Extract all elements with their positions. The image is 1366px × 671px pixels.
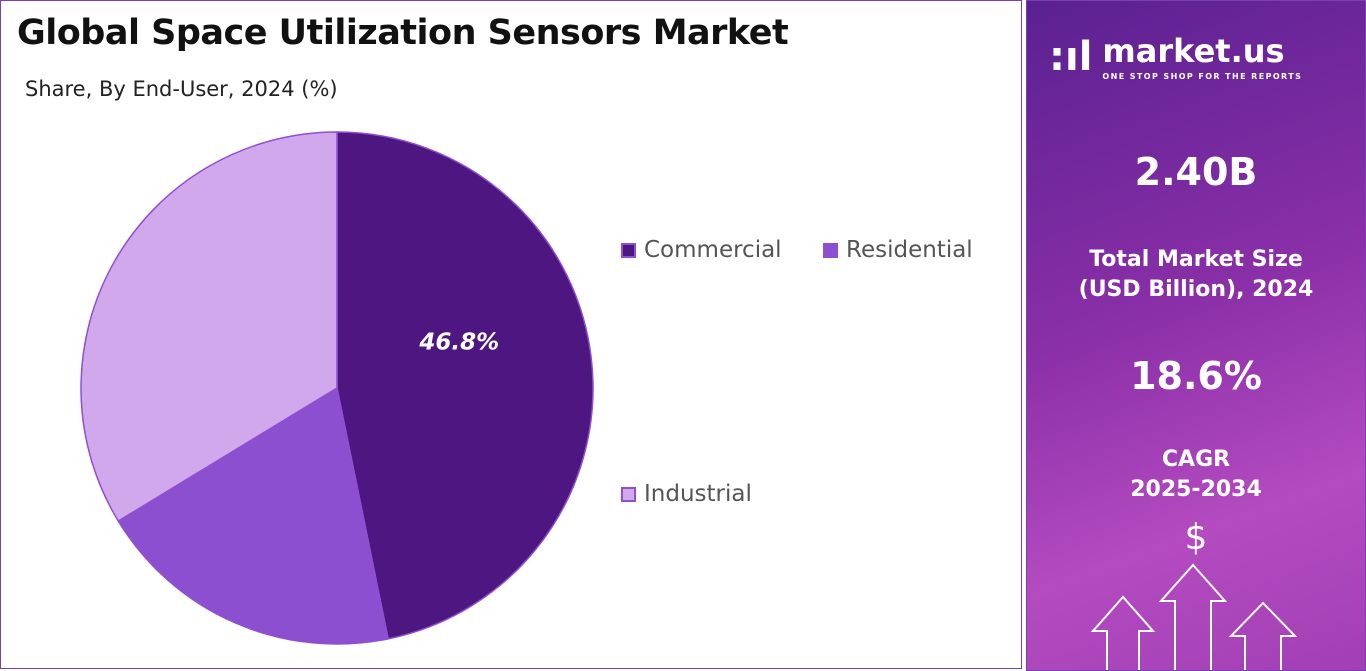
pie-slice-commercial bbox=[336, 131, 594, 640]
logo-tagline: ONE STOP SHOP FOR THE REPORTS bbox=[1102, 72, 1303, 81]
legend-label: Industrial bbox=[644, 481, 752, 507]
cagr-value: 18.6% bbox=[1130, 354, 1262, 398]
legend-swatch bbox=[823, 242, 838, 258]
legend-label: Residential bbox=[846, 237, 973, 263]
pie-slice-industrial bbox=[80, 131, 338, 523]
market-size-label: Total Market Size bbox=[1089, 247, 1303, 272]
legend-item-commercial: Commercial bbox=[621, 235, 782, 265]
legend-swatch bbox=[621, 242, 636, 258]
chart-subtitle: Share, By End-User, 2024 (%) bbox=[25, 77, 338, 101]
chart-title: Global Space Utilization Sensors Market bbox=[17, 13, 789, 53]
chart-panel: Global Space Utilization Sensors Market … bbox=[0, 0, 1022, 669]
legend-item-industrial: Industrial bbox=[621, 479, 752, 509]
summary-panel: :ıl market.us ONE STOP SHOP FOR THE REPO… bbox=[1026, 0, 1366, 671]
cagr-period: 2025-2034 bbox=[1130, 477, 1262, 502]
market-size-value: 2.40B bbox=[1134, 150, 1258, 194]
pie-chart: 46.8% bbox=[80, 131, 594, 645]
cagr-label: CAGR bbox=[1161, 447, 1231, 472]
market-size-unit: (USD Billion), 2024 bbox=[1078, 277, 1314, 302]
legend-item-residential: Residential bbox=[823, 235, 973, 265]
legend-swatch bbox=[621, 486, 636, 502]
growth-arrows-icon bbox=[1090, 563, 1298, 670]
logo-icon: :ıl bbox=[1049, 34, 1093, 80]
market-us-logo: :ıl market.us ONE STOP SHOP FOR THE REPO… bbox=[1049, 31, 1302, 83]
legend-label: Commercial bbox=[644, 237, 782, 263]
dollar-icon: $ bbox=[1184, 517, 1208, 558]
logo-name: market.us bbox=[1102, 32, 1285, 70]
pie-slice-residential bbox=[117, 386, 390, 645]
data-label: 46.8% bbox=[418, 330, 499, 356]
